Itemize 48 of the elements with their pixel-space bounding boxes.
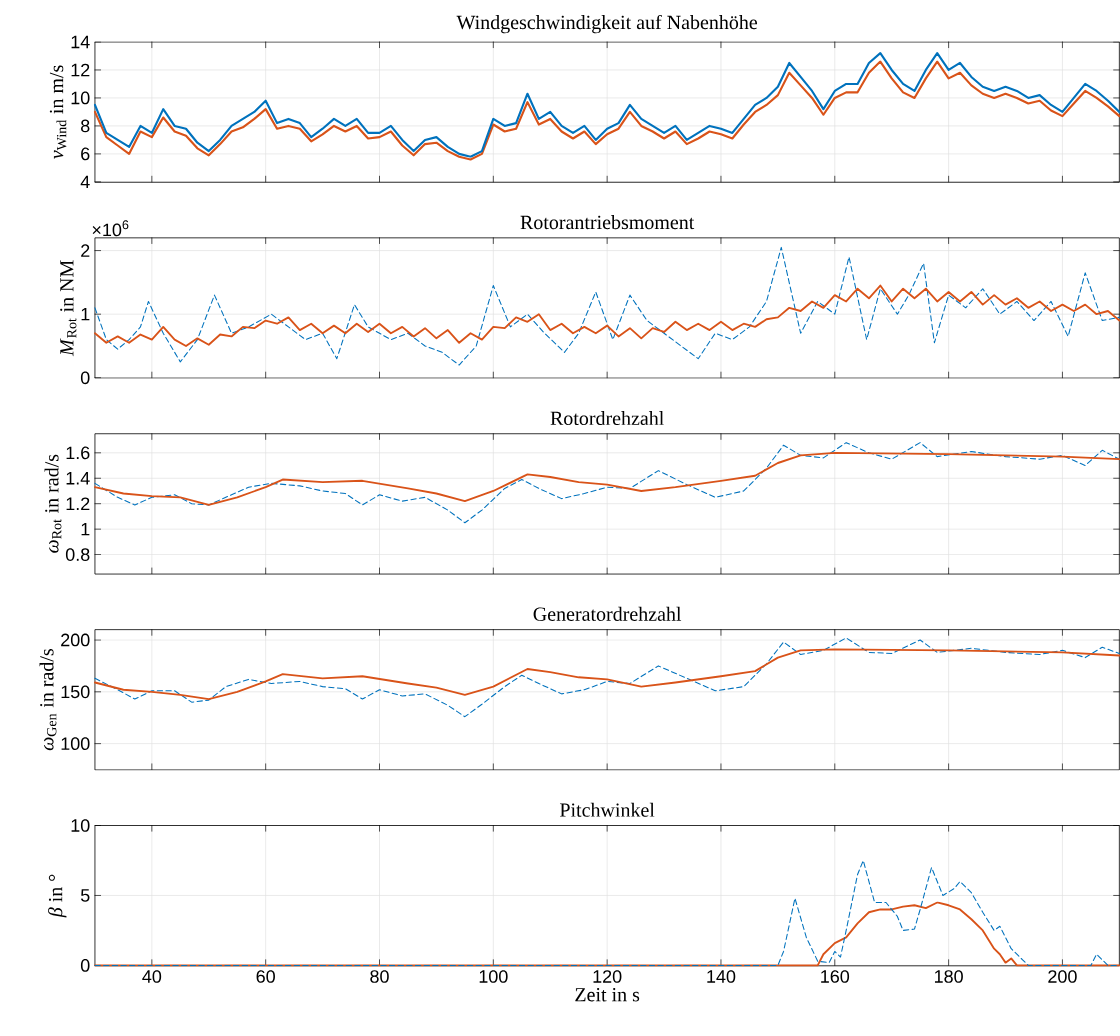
y-tick-label: 0 (80, 958, 90, 972)
x-tick-label: 180 (934, 969, 963, 983)
y-tick-label: 1.6 (66, 446, 90, 459)
x-axis-title: Zeit in s (575, 987, 640, 1002)
y-tick-label: 1 (81, 307, 90, 321)
y-tick-label: 1.4 (66, 471, 90, 485)
line-series (94, 441, 1120, 524)
x-tick-label: 120 (593, 969, 622, 983)
text: ×10$^{6}$ (92, 220, 129, 237)
x-tick-label: 160 (821, 969, 850, 983)
chart-title: Rotordrehzahl (550, 410, 664, 425)
line-series (94, 859, 1120, 966)
y-axis-title: ω$_{Gen}$ in rad/s (39, 648, 57, 750)
line-series (94, 246, 1120, 366)
y-tick-label: 0.8 (65, 548, 90, 561)
y-axis-title: β in ° (48, 874, 67, 918)
y-tick-label: 10 (71, 818, 90, 832)
x-tick-label: 100 (479, 969, 508, 983)
y-tick-label: 150 (61, 685, 90, 698)
line-series (94, 901, 1120, 967)
chart-title: Windgeschwindigkeit auf Nabenhöhe (456, 14, 758, 34)
x-tick-label: 80 (370, 969, 389, 983)
x-tick-label: 140 (707, 969, 736, 983)
y-tick-label: 200 (61, 633, 90, 647)
y-axis-title: M$_{Rot}$ in NM (60, 260, 77, 356)
y-tick-label: 10 (71, 91, 90, 105)
y-axis-title: v$_{Wind}$ in m/s (49, 65, 67, 159)
y-tick-label: 5 (80, 889, 90, 902)
y-tick-label: 1.2 (66, 497, 90, 510)
x-tick-label: 40 (142, 969, 162, 983)
y-tick-label: 4 (80, 175, 90, 188)
y-tick-label: 2 (81, 244, 90, 257)
y-tick-label: 100 (61, 737, 90, 750)
line-series (94, 451, 1120, 506)
line-series (94, 648, 1120, 700)
y-tick-label: 14 (71, 35, 90, 48)
y-tick-label: 0 (80, 371, 90, 384)
x-tick-label: 60 (256, 969, 275, 983)
y-tick-label: 8 (81, 119, 90, 133)
y-axis-title: ω$_{Rot}$ in rad/s (44, 454, 62, 553)
chart-title: Pitchwinkel (559, 802, 655, 817)
chart-title: Rotorantriebsmoment (520, 214, 695, 229)
x-tick-label: 200 (1048, 969, 1077, 983)
line-series (94, 284, 1120, 347)
chart-title: Generatordrehzahl (533, 606, 682, 621)
y-tick-label: 6 (81, 147, 90, 161)
y-tick-label: 12 (71, 63, 90, 77)
y-tick-label: 1 (81, 522, 90, 536)
